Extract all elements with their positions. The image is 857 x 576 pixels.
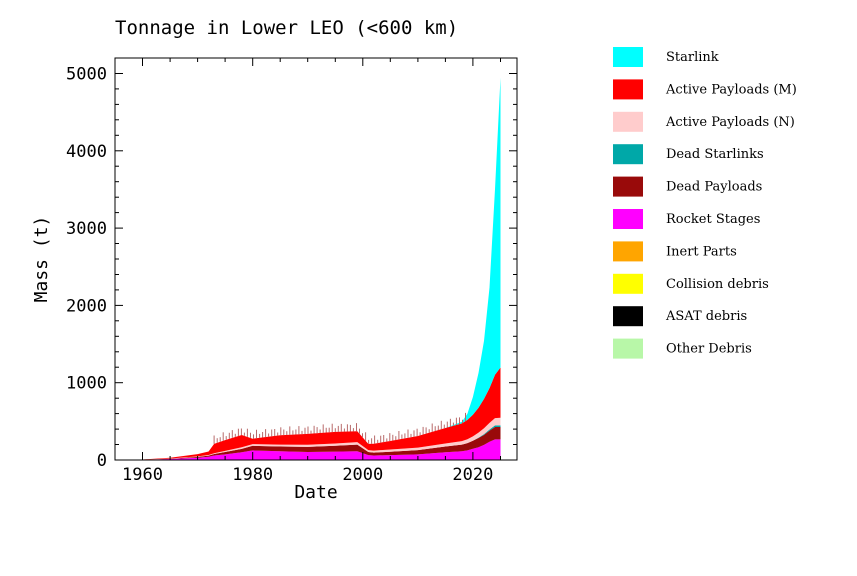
legend-item: Other Debris: [613, 338, 752, 359]
legend-item: ASAT debris: [613, 306, 747, 327]
chart-title: Tonnage in Lower LEO (<600 km): [115, 17, 458, 39]
legend-label: Starlink: [666, 50, 719, 65]
legend-label: Other Debris: [666, 342, 752, 357]
legend-item: Collision debris: [613, 273, 769, 294]
y-tick-label: 0: [97, 451, 107, 471]
legend-label: Dead Starlinks: [666, 147, 764, 162]
x-tick-label: 2020: [452, 465, 493, 485]
y-tick-label: 1000: [66, 374, 107, 394]
legend-label: Active Payloads (M): [665, 82, 797, 97]
legend-item: Starlink: [613, 47, 719, 67]
x-axis: 1960 1980 2000 2020: [114, 58, 501, 485]
legend-swatch: [613, 79, 643, 100]
legend-swatch: [613, 144, 643, 165]
legend-label: Inert Parts: [666, 244, 737, 259]
legend-label: Rocket Stages: [666, 212, 760, 227]
legend: Starlink Active Payloads (M) Active Payloa…: [613, 47, 797, 359]
legend-label: Collision debris: [666, 277, 769, 292]
legend-item: Dead Payloads: [613, 176, 762, 197]
x-tick-label: 1980: [232, 465, 273, 485]
legend-item: Active Payloads (N): [613, 111, 795, 132]
area-active-payloads-m: [126, 367, 501, 460]
plot-frame: [114, 57, 518, 461]
area-starlink: [126, 77, 501, 460]
area-dead-payloads: [126, 427, 501, 460]
x-tick-label: 1960: [122, 465, 163, 485]
stacked-areas: [126, 77, 501, 460]
legend-swatch: [613, 47, 643, 67]
legend-item: Inert Parts: [613, 241, 737, 262]
legend-swatch: [613, 209, 643, 229]
spike-lines: [213, 412, 466, 444]
area-rocket-stages: [126, 439, 501, 460]
legend-item: Rocket Stages: [613, 209, 760, 229]
legend-swatch: [613, 338, 643, 359]
legend-swatch: [613, 176, 643, 197]
legend-item: Active Payloads (M): [613, 79, 797, 100]
legend-item: Dead Starlinks: [613, 144, 764, 165]
area-active-payloads-n: [126, 417, 501, 460]
x-axis-label: Date: [294, 482, 337, 503]
legend-label: Active Payloads (N): [665, 115, 795, 130]
y-tick-label: 2000: [66, 296, 107, 316]
y-tick-label: 4000: [66, 142, 107, 162]
legend-swatch: [613, 111, 643, 132]
y-tick-label: 5000: [66, 65, 107, 85]
y-axis-label: Mass (t): [31, 216, 52, 303]
legend-swatch: [613, 273, 643, 294]
legend-label: ASAT debris: [665, 309, 747, 324]
x-tick-label: 2000: [342, 465, 383, 485]
legend-swatch: [613, 241, 643, 262]
legend-swatch: [613, 306, 643, 327]
y-tick-label: 3000: [66, 219, 107, 239]
y-axis: 0 1000 2000 3000 4000 5000: [66, 57, 517, 471]
legend-label: Dead Payloads: [666, 180, 762, 195]
